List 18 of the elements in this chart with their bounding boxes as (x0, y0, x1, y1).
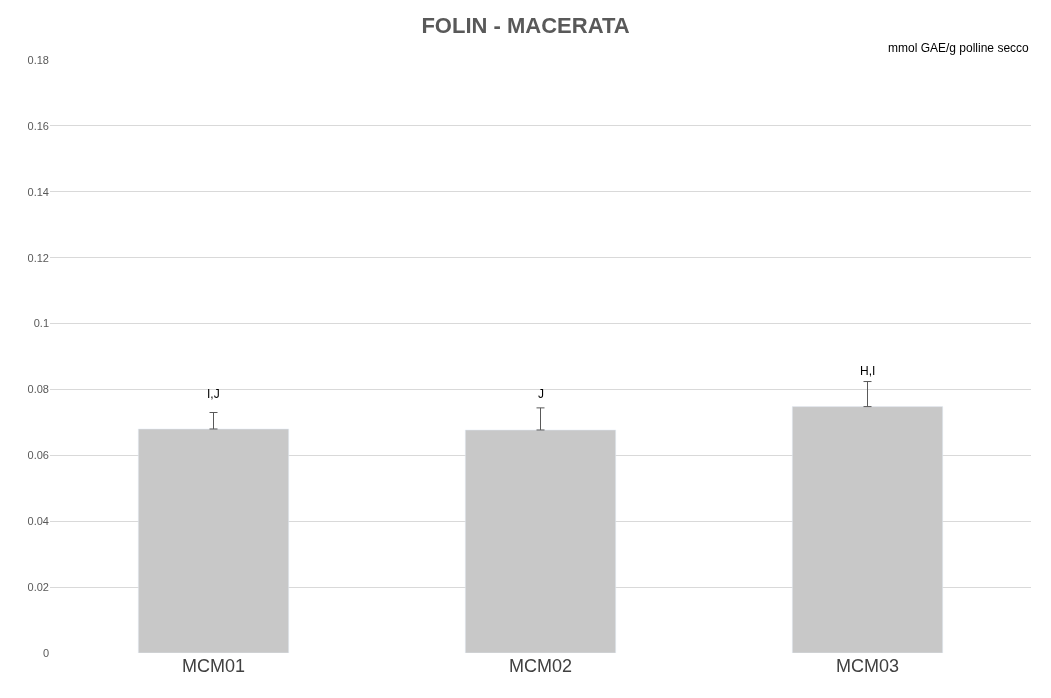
y-tick-label: 0.02 (27, 580, 49, 593)
y-tick-label: 0.16 (27, 119, 49, 132)
annotation: J (538, 387, 544, 401)
annotation: H,I (860, 364, 876, 378)
y-tick-label: 0.1 (33, 317, 49, 330)
y-tick-label: 0.04 (27, 515, 49, 528)
y-tick-label: 0.14 (27, 185, 49, 198)
x-tick-label: MCM01 (181, 656, 246, 676)
text: mmol GAE/g polline secco (888, 41, 1030, 55)
y-tick-label: 0.18 (27, 53, 49, 66)
y-tick-label: 0 (42, 646, 49, 659)
x-tick-label: MCM03 (835, 656, 900, 676)
y-tick-label: 0.08 (27, 383, 49, 396)
x-tick-label: MCM02 (508, 656, 573, 676)
y-tick-label: 0.06 (27, 449, 49, 462)
annotation: I,J (207, 387, 220, 401)
chart-title: FOLIN - MACERATA (421, 12, 630, 38)
y-tick-label: 0.12 (27, 251, 49, 264)
